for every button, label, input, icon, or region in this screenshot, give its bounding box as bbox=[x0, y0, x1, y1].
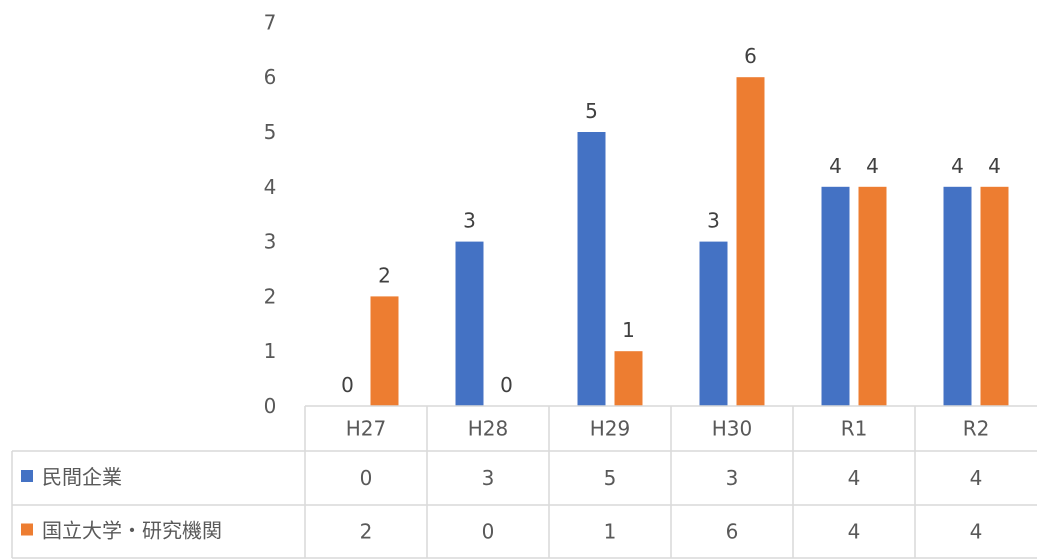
data-label: 5 bbox=[585, 99, 598, 123]
data-label: 4 bbox=[988, 154, 1001, 178]
data-label: 2 bbox=[378, 263, 391, 287]
y-tick-label: 2 bbox=[264, 284, 277, 308]
table-cell-value: 2 bbox=[360, 520, 373, 544]
x-tick-label: H28 bbox=[468, 417, 509, 441]
y-tick-label: 5 bbox=[264, 120, 277, 144]
bar bbox=[455, 241, 484, 406]
bar bbox=[370, 296, 399, 406]
bar bbox=[980, 186, 1009, 406]
data-table-grid bbox=[11, 405, 1037, 559]
data-label: 0 bbox=[500, 373, 513, 397]
table-cell-value: 0 bbox=[482, 520, 495, 544]
series-label: 国立大学・研究機関 bbox=[42, 519, 222, 543]
y-tick-label: 6 bbox=[264, 65, 277, 89]
y-tick-label: 3 bbox=[264, 230, 277, 254]
table-cell-value: 4 bbox=[848, 466, 861, 490]
data-label: 3 bbox=[463, 209, 476, 233]
y-tick-label: 1 bbox=[264, 339, 277, 363]
bars bbox=[370, 77, 1009, 406]
x-tick-label: R2 bbox=[963, 417, 990, 441]
x-tick-label: H30 bbox=[712, 417, 753, 441]
table-cell-value: 4 bbox=[970, 520, 983, 544]
y-tick-label: 4 bbox=[264, 175, 277, 199]
data-label: 1 bbox=[622, 318, 635, 342]
data-label: 4 bbox=[829, 154, 842, 178]
bar bbox=[614, 351, 643, 406]
x-tick-label: H29 bbox=[590, 417, 631, 441]
bar bbox=[577, 132, 606, 406]
data-table: H27 H28 H29 H30 R1 R2 民間企業 0 3 5 3 4 4 国立大学・研究機関 2 0 1 6 4… bbox=[21, 417, 989, 544]
data-label: 0 bbox=[341, 373, 354, 397]
bar bbox=[736, 77, 765, 406]
bar bbox=[699, 241, 728, 406]
table-cell-value: 5 bbox=[604, 466, 617, 490]
y-tick-label: 7 bbox=[264, 10, 277, 34]
y-tick-label: 0 bbox=[264, 394, 277, 418]
table-cell-value: 3 bbox=[482, 466, 495, 490]
y-axis: 0 1 2 3 4 5 6 7 bbox=[264, 10, 277, 418]
bar bbox=[943, 186, 972, 406]
table-cell-value: 3 bbox=[726, 466, 739, 490]
data-label: 4 bbox=[866, 154, 879, 178]
legend-swatch bbox=[21, 470, 33, 482]
bar bbox=[858, 186, 887, 406]
table-cell-value: 1 bbox=[604, 520, 617, 544]
table-cell-value: 4 bbox=[970, 466, 983, 490]
bar bbox=[821, 186, 850, 406]
data-label: 4 bbox=[951, 154, 964, 178]
data-label: 6 bbox=[744, 44, 757, 68]
x-tick-label: H27 bbox=[346, 417, 387, 441]
table-cell-value: 4 bbox=[848, 520, 861, 544]
x-tick-label: R1 bbox=[841, 417, 868, 441]
series-label: 民間企業 bbox=[42, 465, 122, 489]
legend-swatch bbox=[21, 523, 33, 536]
table-cell-value: 6 bbox=[726, 520, 739, 544]
data-label: 3 bbox=[707, 209, 720, 233]
table-cell-value: 0 bbox=[360, 466, 373, 490]
